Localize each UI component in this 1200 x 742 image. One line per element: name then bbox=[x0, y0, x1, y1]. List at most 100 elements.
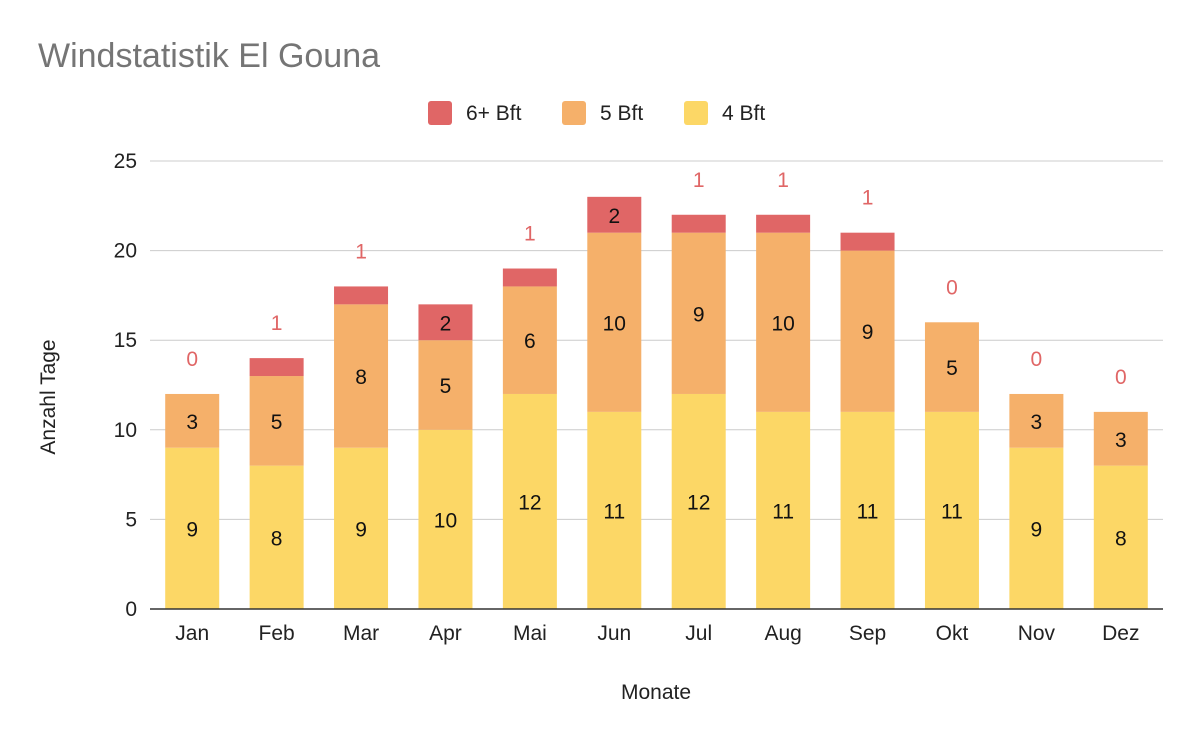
data-label: 5 bbox=[946, 357, 958, 380]
bar-segment bbox=[418, 429, 473, 609]
x-tick-label: Feb bbox=[259, 622, 295, 645]
data-label: 2 bbox=[440, 312, 452, 335]
data-label: 1 bbox=[862, 187, 874, 210]
bar-segment bbox=[165, 447, 220, 609]
x-tick-label: Dez bbox=[1102, 622, 1139, 645]
data-label: 8 bbox=[355, 366, 367, 389]
data-label: 12 bbox=[518, 491, 541, 514]
y-tick-label: 15 bbox=[114, 329, 137, 352]
data-label: 1 bbox=[693, 169, 705, 192]
bar-segment bbox=[249, 376, 304, 466]
data-label: 0 bbox=[186, 348, 198, 371]
bar-segment bbox=[840, 411, 895, 609]
x-tick-label: Jun bbox=[597, 622, 631, 645]
x-tick-label: Mai bbox=[513, 622, 547, 645]
data-label: 1 bbox=[777, 169, 789, 192]
bar-segment bbox=[671, 393, 726, 609]
x-tick-label: Aug bbox=[764, 622, 801, 645]
x-tick-label: Nov bbox=[1018, 622, 1056, 645]
data-label: 1 bbox=[271, 312, 283, 335]
data-label: 0 bbox=[946, 276, 958, 299]
bar-segment bbox=[587, 196, 642, 233]
data-label: 5 bbox=[440, 375, 452, 398]
data-label: 0 bbox=[1115, 366, 1127, 389]
bar-segment bbox=[418, 340, 473, 430]
y-tick-label: 5 bbox=[125, 508, 137, 531]
data-label: 9 bbox=[355, 518, 367, 541]
y-axis-title: Anzahl Tage bbox=[37, 339, 60, 454]
data-label: 10 bbox=[603, 312, 626, 335]
bar-segment bbox=[249, 358, 304, 377]
bar-segment bbox=[1093, 411, 1148, 466]
data-label: 8 bbox=[271, 527, 283, 550]
data-label: 11 bbox=[603, 500, 625, 523]
x-axis-title: Monate bbox=[621, 681, 691, 704]
y-tick-label: 20 bbox=[114, 240, 137, 263]
data-label: 11 bbox=[772, 500, 794, 523]
legend-swatch bbox=[684, 101, 708, 125]
bar-segment bbox=[1009, 393, 1064, 448]
bar-segment bbox=[671, 232, 726, 394]
data-label: 3 bbox=[186, 411, 198, 434]
x-tick-label: Sep bbox=[849, 622, 886, 645]
legend-label: 4 Bft bbox=[722, 102, 765, 125]
data-label: 10 bbox=[434, 509, 457, 532]
data-label: 3 bbox=[1115, 429, 1127, 452]
data-label: 5 bbox=[271, 411, 283, 434]
data-label: 8 bbox=[1115, 527, 1127, 550]
x-tick-label: Jan bbox=[175, 622, 209, 645]
bar-segment bbox=[840, 250, 895, 412]
chart-title: Windstatistik El Gouna bbox=[38, 37, 380, 75]
x-tick-label: Mar bbox=[343, 622, 379, 645]
legend-label: 6+ Bft bbox=[466, 102, 522, 125]
bar-segment bbox=[924, 322, 979, 412]
legend-label: 5 Bft bbox=[600, 102, 643, 125]
data-label: 12 bbox=[687, 491, 710, 514]
data-label: 9 bbox=[693, 303, 705, 326]
bar-segment bbox=[756, 411, 811, 609]
x-axis-ticks: Jan Feb Mar Apr Mai Jun Jul Aug Sep Okt Nov Dez bbox=[175, 622, 1139, 645]
bar-segment bbox=[502, 268, 557, 287]
bar-segment bbox=[1009, 447, 1064, 609]
data-label: 1 bbox=[355, 240, 367, 263]
bar-segment bbox=[502, 393, 557, 609]
data-label: 9 bbox=[862, 321, 874, 344]
bar-segment bbox=[334, 286, 389, 305]
data-label: 3 bbox=[1031, 411, 1043, 434]
y-tick-label: 10 bbox=[114, 419, 137, 442]
x-tick-label: Okt bbox=[936, 622, 969, 645]
bar-segment bbox=[587, 232, 642, 412]
bar-segment bbox=[334, 447, 389, 609]
bar-segment bbox=[756, 214, 811, 233]
y-axis-ticks: 0 5 10 15 20 25 bbox=[114, 150, 137, 621]
y-tick-label: 0 bbox=[125, 598, 137, 621]
data-label: 1 bbox=[524, 223, 536, 246]
data-label: 11 bbox=[857, 500, 879, 523]
data-label: 9 bbox=[1031, 518, 1043, 541]
data-label: 0 bbox=[1031, 348, 1043, 371]
data-label: 10 bbox=[771, 312, 794, 335]
legend: 6+ Bft 5 Bft 4 Bft bbox=[428, 101, 765, 125]
legend-swatch bbox=[562, 101, 586, 125]
bar-segment bbox=[840, 232, 895, 251]
x-tick-label: Jul bbox=[685, 622, 712, 645]
bar-segment bbox=[249, 465, 304, 609]
data-label: 6 bbox=[524, 330, 536, 353]
bar-segment bbox=[418, 304, 473, 341]
bar-segment bbox=[502, 286, 557, 394]
bar-segment bbox=[587, 411, 642, 609]
y-tick-label: 25 bbox=[114, 150, 137, 173]
bar-segment bbox=[1093, 465, 1148, 609]
bar-segment bbox=[924, 411, 979, 609]
bar-segment bbox=[671, 214, 726, 233]
bars: 9308519811052126111102129111101119111509… bbox=[150, 169, 1163, 610]
x-tick-label: Apr bbox=[429, 622, 462, 645]
data-label: 9 bbox=[186, 518, 198, 541]
bar-segment bbox=[165, 393, 220, 448]
bar-segment bbox=[756, 232, 811, 412]
bar-segment bbox=[334, 304, 389, 448]
legend-swatch bbox=[428, 101, 452, 125]
gridlines bbox=[150, 160, 1163, 520]
